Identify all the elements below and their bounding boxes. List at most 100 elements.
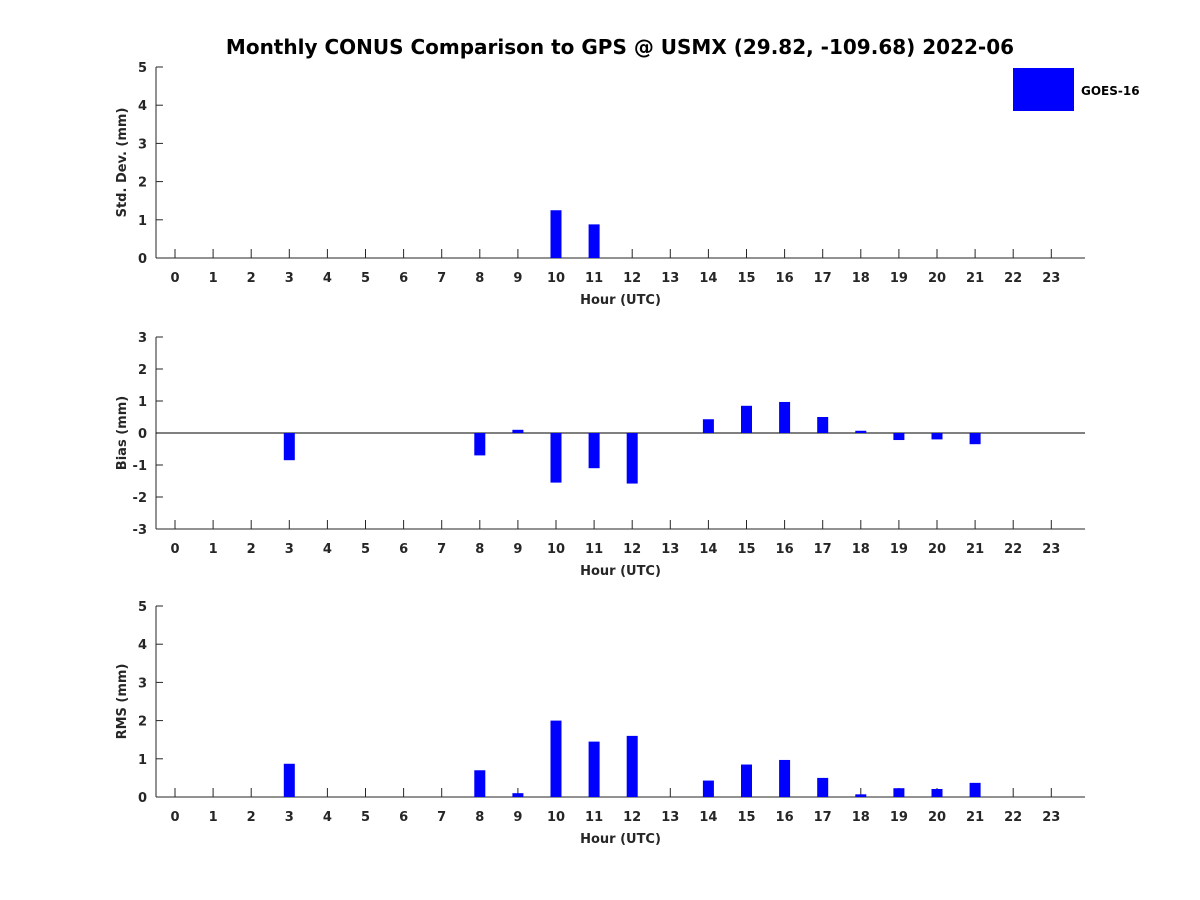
bar-hour-21 [969,782,981,797]
x-tick-label: 18 [852,542,870,557]
bar-hour-12 [626,735,638,797]
x-tick-label: 3 [285,271,294,286]
y-tick-label: 1 [138,753,147,768]
bar-hour-8 [474,433,486,456]
x-tick-label: 14 [699,810,717,825]
x-tick-label: 14 [699,542,717,557]
bar-hour-10 [550,210,562,258]
x-tick-label: 8 [475,810,484,825]
x-tick-label: 13 [661,542,679,557]
y-tick-label: 3 [138,676,147,691]
bar-hour-17 [817,777,829,797]
x-tick-label: 20 [928,810,946,825]
y-tick-label: 5 [138,600,147,615]
bar-hour-16 [779,759,791,797]
bar-hour-19 [893,433,905,441]
y-tick-label: 2 [138,715,147,730]
x-tick-label: 15 [737,810,755,825]
y-tick-label: 4 [138,99,147,114]
y-tick-label: -1 [133,459,147,474]
x-tick-label: 10 [547,271,565,286]
x-tick-label: 17 [814,810,832,825]
chart-title: Monthly CONUS Comparison to GPS @ USMX (… [226,35,1014,59]
x-tick-label: 17 [814,542,832,557]
x-tick-label: 20 [928,271,946,286]
bar-hour-21 [969,433,981,445]
y-tick-label: 1 [138,395,147,410]
legend-label: GOES-16 [1081,84,1140,98]
x-tick-label: 11 [585,810,603,825]
x-tick-label: 12 [623,810,641,825]
bar-hour-18 [855,430,867,433]
bar-hour-10 [550,720,562,797]
bar-hour-8 [474,770,486,797]
x-tick-label: 21 [966,542,984,557]
x-tick-label: 1 [209,271,218,286]
x-tick-label: 10 [547,810,565,825]
x-tick-label: 19 [890,271,908,286]
bar-hour-9 [512,793,524,797]
x-axis-label: Hour (UTC) [580,293,661,308]
x-tick-label: 5 [361,271,370,286]
y-tick-label: 5 [138,61,147,76]
bar-hour-9 [512,429,524,433]
y-axis-label: RMS (mm) [115,664,130,740]
y-tick-label: 0 [138,427,147,442]
x-tick-label: 6 [399,271,408,286]
x-tick-label: 12 [623,271,641,286]
bar-hour-3 [283,433,295,461]
x-tick-label: 21 [966,810,984,825]
y-tick-label: -2 [133,491,147,506]
x-tick-label: 2 [247,810,256,825]
x-tick-label: 16 [776,271,794,286]
y-axis-label: Std. Dev. (mm) [115,108,130,218]
y-tick-label: 0 [138,252,147,267]
x-tick-label: 13 [661,271,679,286]
x-tick-label: 5 [361,810,370,825]
x-tick-label: 6 [399,542,408,557]
bar-hour-11 [588,741,600,797]
x-tick-label: 0 [170,810,179,825]
y-tick-label: 3 [138,137,147,152]
x-tick-label: 4 [323,542,332,557]
y-tick-label: 2 [138,363,147,378]
bar-hour-12 [626,433,638,484]
x-tick-label: 3 [285,542,294,557]
x-tick-label: 4 [323,810,332,825]
x-tick-label: 18 [852,271,870,286]
x-axis-label: Hour (UTC) [580,832,661,847]
bar-hour-10 [550,433,562,483]
x-tick-label: 7 [437,542,446,557]
x-tick-label: 11 [585,271,603,286]
x-tick-label: 23 [1042,810,1060,825]
legend: GOES-16 [1013,68,1140,111]
bar-hour-19 [893,788,905,797]
x-tick-label: 18 [852,810,870,825]
y-tick-label: 0 [138,791,147,806]
bar-hour-3 [283,763,295,797]
bar-hour-16 [779,401,791,433]
x-tick-label: 1 [209,810,218,825]
bar-hour-15 [741,405,752,433]
bar-hour-17 [817,417,829,433]
bar-hour-11 [588,224,600,258]
x-tick-label: 22 [1004,542,1022,557]
bar-hour-20 [931,788,943,797]
x-tick-label: 16 [776,542,794,557]
legend-swatch [1013,68,1074,111]
x-axis-label: Hour (UTC) [580,564,661,579]
x-tick-label: 15 [737,542,755,557]
x-tick-label: 22 [1004,271,1022,286]
x-tick-label: 19 [890,810,908,825]
x-tick-label: 9 [513,810,522,825]
x-tick-label: 5 [361,542,370,557]
x-tick-label: 9 [513,271,522,286]
x-tick-label: 0 [170,271,179,286]
x-tick-label: 2 [247,271,256,286]
x-tick-label: 9 [513,542,522,557]
x-tick-label: 4 [323,271,332,286]
x-tick-label: 2 [247,542,256,557]
bar-hour-11 [588,433,600,469]
bar-hour-18 [855,794,867,797]
